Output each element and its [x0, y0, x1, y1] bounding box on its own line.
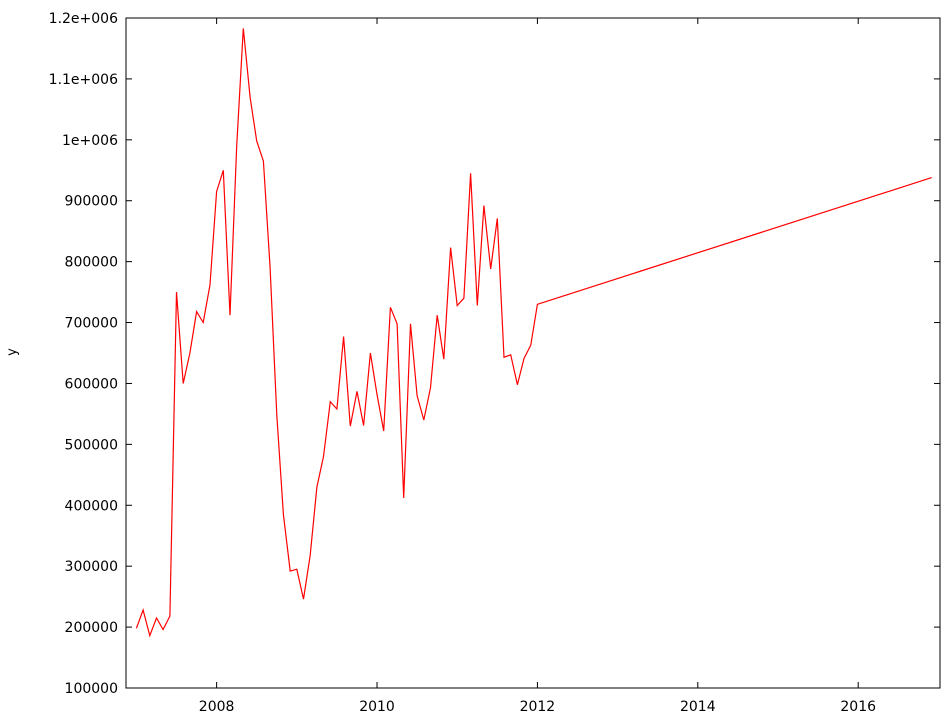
y-tick-label: 1.2e+006	[49, 11, 118, 27]
x-tick-label: 2016	[840, 699, 876, 715]
y-tick-label: 700000	[65, 316, 118, 332]
x-tick-label: 2014	[680, 699, 716, 715]
y-tick-label: 600000	[65, 376, 118, 392]
y-axis: 100000 200000 300000 400000 500000 600000 7000…	[49, 11, 940, 697]
y-tick-label: 1.1e+006	[49, 72, 118, 88]
y-tick-label: 900000	[65, 194, 118, 210]
series-line	[135, 28, 932, 638]
x-axis: 2008 2010 2012 2014 2016	[199, 18, 876, 715]
x-tick-label: 2008	[199, 699, 235, 715]
y-tick-label: 800000	[65, 255, 118, 271]
y-tick-label: 1e+006	[62, 133, 118, 149]
y-tick-label: 500000	[65, 437, 118, 453]
series-layer	[135, 28, 932, 638]
y-tick-label: 200000	[65, 620, 118, 636]
x-tick-label: 2010	[359, 699, 395, 715]
y-tick-label: 100000	[65, 681, 118, 697]
y-tick-label: 400000	[65, 498, 118, 514]
plot-frame	[125, 17, 941, 689]
y-axis-label: y	[5, 348, 20, 356]
y-tick-label: 300000	[65, 559, 118, 575]
x-tick-label: 2012	[520, 699, 556, 715]
